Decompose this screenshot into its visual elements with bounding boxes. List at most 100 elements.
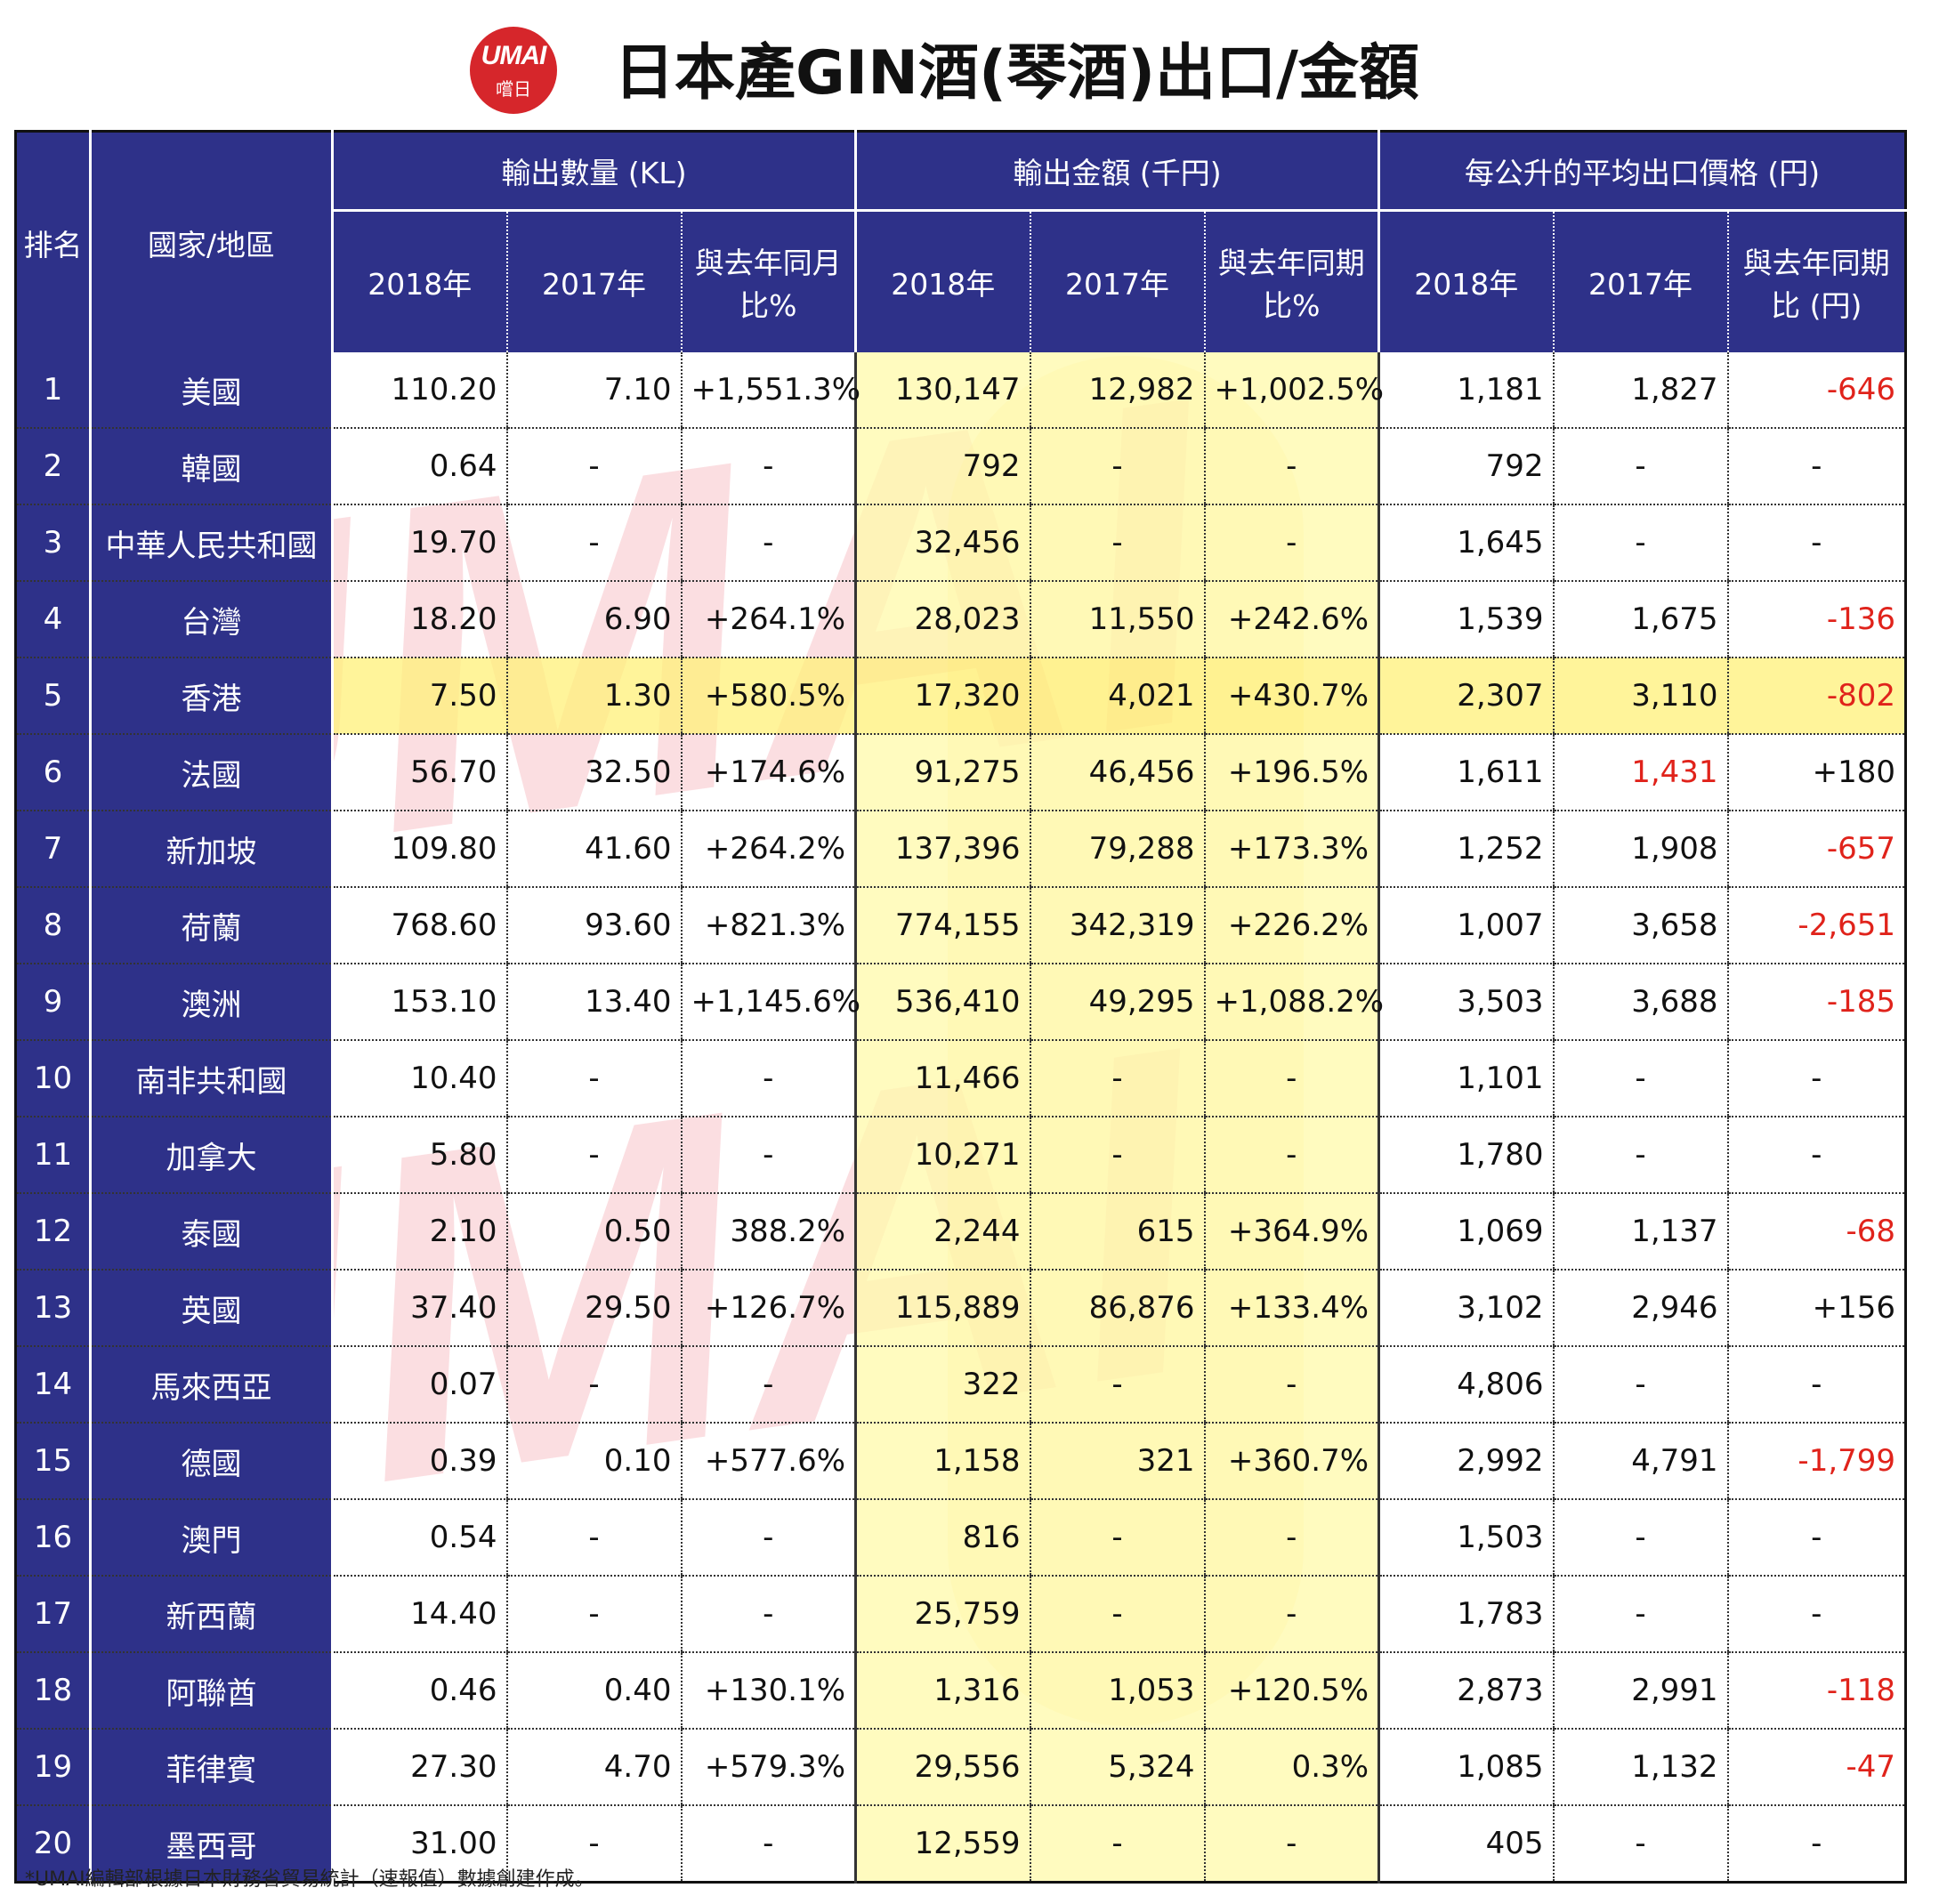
price-2018: 2,307 bbox=[1377, 658, 1554, 735]
price-2018: 3,503 bbox=[1377, 964, 1554, 1041]
volume-2018: 0.39 bbox=[331, 1423, 507, 1500]
table-body: 1 美國 110.20 7.10 +1,551.3% 130,147 12,982 +1,00… bbox=[15, 352, 1906, 1884]
header-volume-2018: 2018年 bbox=[331, 210, 507, 352]
amount-2018: 28,023 bbox=[854, 581, 1030, 658]
amount-2017: 46,456 bbox=[1029, 734, 1205, 811]
price-2018: 1,503 bbox=[1377, 1499, 1554, 1577]
volume-2017: - bbox=[505, 1499, 682, 1577]
row-rank: 17 bbox=[15, 1576, 92, 1653]
row-country: 南非共和國 bbox=[90, 1040, 334, 1117]
row-country: 阿聯酋 bbox=[90, 1652, 334, 1730]
volume-2018: 5.80 bbox=[331, 1117, 507, 1194]
volume-2017: 13.40 bbox=[505, 964, 682, 1041]
amount-yoy: - bbox=[1203, 1499, 1379, 1577]
volume-2018: 27.30 bbox=[331, 1729, 507, 1806]
price-2018: 792 bbox=[1377, 428, 1554, 505]
price-2018: 1,539 bbox=[1377, 581, 1554, 658]
volume-2017: 0.50 bbox=[505, 1193, 682, 1271]
amount-2017: - bbox=[1029, 1346, 1205, 1424]
amount-2017: 321 bbox=[1029, 1423, 1205, 1500]
price-diff: - bbox=[1726, 1805, 1906, 1884]
volume-2017: - bbox=[505, 428, 682, 505]
amount-2017: 12,982 bbox=[1029, 352, 1205, 429]
header-volume-yoy: 與去年同月比% bbox=[680, 210, 856, 352]
volume-2018: 56.70 bbox=[331, 734, 507, 811]
volume-2017: 0.10 bbox=[505, 1423, 682, 1500]
table-row: 9 澳洲 153.10 13.40 +1,145.6% 536,410 49,295 +1,0… bbox=[15, 964, 1906, 1041]
price-diff: -657 bbox=[1726, 811, 1906, 888]
table-row: 12 泰國 2.10 0.50 388.2% 2,244 615 +364.9% 1,069 1,… bbox=[15, 1193, 1906, 1271]
price-2018: 1,007 bbox=[1377, 887, 1554, 964]
amount-2017: - bbox=[1029, 428, 1205, 505]
price-2017: 1,132 bbox=[1552, 1729, 1728, 1806]
price-2017: - bbox=[1552, 1040, 1728, 1117]
row-rank: 8 bbox=[15, 887, 92, 964]
table-row: 2 韓國 0.64- -792- -792- - bbox=[15, 428, 1906, 505]
row-rank: 19 bbox=[15, 1729, 92, 1806]
amount-yoy: +242.6% bbox=[1203, 581, 1379, 658]
price-diff: - bbox=[1726, 1040, 1906, 1117]
header-amount-2017: 2017年 bbox=[1029, 210, 1205, 352]
price-2017: 1,827 bbox=[1552, 352, 1728, 429]
volume-2018: 0.64 bbox=[331, 428, 507, 505]
logo-subtext: 嚐日 bbox=[496, 78, 531, 100]
amount-2018: 792 bbox=[854, 428, 1030, 505]
price-diff: - bbox=[1726, 1499, 1906, 1577]
volume-yoy: +174.6% bbox=[680, 734, 856, 811]
header: UMAI 嚐日 日本產GIN酒(琴酒)出口/金額 bbox=[0, 0, 1947, 125]
amount-2018: 25,759 bbox=[854, 1576, 1030, 1653]
header-country: 國家/地區 bbox=[90, 131, 334, 352]
amount-yoy: +226.2% bbox=[1203, 887, 1379, 964]
volume-yoy: +264.1% bbox=[680, 581, 856, 658]
header-amount-2018: 2018年 bbox=[854, 210, 1030, 352]
price-diff: - bbox=[1726, 428, 1906, 505]
header-price-group: 每公升的平均出口價格 (円) bbox=[1377, 131, 1906, 212]
amount-2018: 91,275 bbox=[854, 734, 1030, 811]
header-price-2018: 2018年 bbox=[1377, 210, 1554, 352]
amount-yoy: - bbox=[1203, 1805, 1379, 1884]
price-diff: - bbox=[1726, 1576, 1906, 1653]
price-2018: 1,181 bbox=[1377, 352, 1554, 429]
row-country: 美國 bbox=[90, 352, 334, 429]
price-diff: -2,651 bbox=[1726, 887, 1906, 964]
row-rank: 5 bbox=[15, 658, 92, 735]
price-2018: 1,069 bbox=[1377, 1193, 1554, 1271]
table-row: 10 南非共和國 10.40- -11,466- -1,101- - bbox=[15, 1040, 1906, 1117]
volume-2018: 31.00 bbox=[331, 1805, 507, 1884]
table-row: 1 美國 110.20 7.10 +1,551.3% 130,147 12,982 +1,00… bbox=[15, 352, 1906, 429]
amount-yoy: +430.7% bbox=[1203, 658, 1379, 735]
price-diff: +180 bbox=[1726, 734, 1906, 811]
table-row: 4 台灣 18.20 6.90 +264.1% 28,023 11,550 +242.6% 1,… bbox=[15, 581, 1906, 658]
amount-2018: 115,889 bbox=[854, 1270, 1030, 1347]
amount-yoy: - bbox=[1203, 428, 1379, 505]
page-title: 日本產GIN酒(琴酒)出口/金額 bbox=[614, 38, 1420, 109]
price-2017: - bbox=[1552, 1805, 1728, 1884]
amount-2017: 1,053 bbox=[1029, 1652, 1205, 1730]
amount-yoy: +196.5% bbox=[1203, 734, 1379, 811]
volume-2017: - bbox=[505, 504, 682, 582]
price-diff: -1,799 bbox=[1726, 1423, 1906, 1500]
row-rank: 15 bbox=[15, 1423, 92, 1500]
price-diff: +156 bbox=[1726, 1270, 1906, 1347]
amount-yoy: +133.4% bbox=[1203, 1270, 1379, 1347]
amount-2017: 49,295 bbox=[1029, 964, 1205, 1041]
header-volume-group: 輸出數量 (KL) bbox=[330, 131, 856, 212]
volume-yoy: - bbox=[680, 428, 856, 505]
volume-2017: - bbox=[505, 1346, 682, 1424]
row-country: 新加坡 bbox=[90, 811, 334, 888]
price-2017: - bbox=[1552, 1346, 1728, 1424]
volume-yoy: - bbox=[680, 1346, 856, 1424]
amount-yoy: +360.7% bbox=[1203, 1423, 1379, 1500]
amount-yoy: - bbox=[1203, 1576, 1379, 1653]
price-2018: 1,780 bbox=[1377, 1117, 1554, 1194]
volume-yoy: - bbox=[680, 1117, 856, 1194]
row-country: 新西蘭 bbox=[90, 1576, 334, 1653]
row-rank: 11 bbox=[15, 1117, 92, 1194]
row-country: 香港 bbox=[90, 658, 334, 735]
table-row: 15 德國 0.39 0.10 +577.6% 1,158 321 +360.7% 2,992 4… bbox=[15, 1423, 1906, 1500]
row-rank: 12 bbox=[15, 1193, 92, 1271]
amount-yoy: - bbox=[1203, 1117, 1379, 1194]
row-rank: 2 bbox=[15, 428, 92, 505]
price-diff: -802 bbox=[1726, 658, 1906, 735]
price-2017: 2,946 bbox=[1552, 1270, 1728, 1347]
